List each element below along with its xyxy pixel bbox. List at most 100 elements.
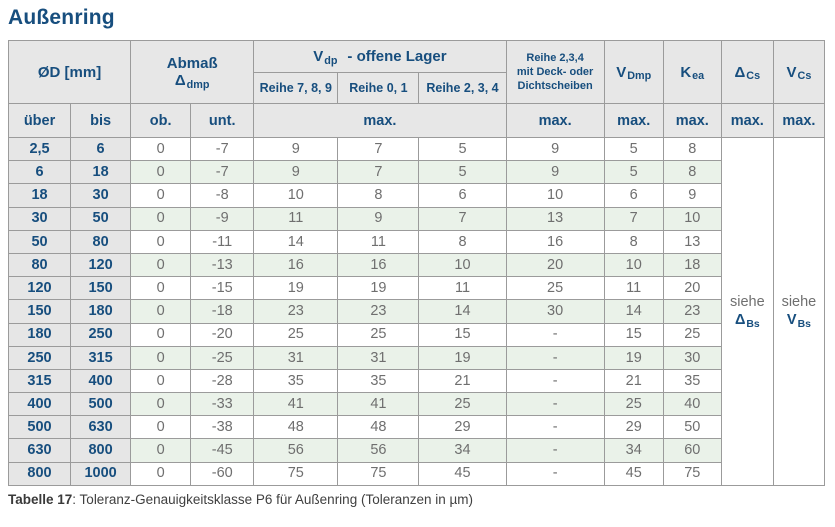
cell-ob: 0 (130, 368, 192, 394)
cell-reihe789: 14 (253, 229, 339, 254)
cell-ob: 0 (130, 160, 192, 185)
cell-reihe234: 6 (418, 183, 507, 208)
cell-vdmp: 6 (603, 183, 664, 208)
col-dcs-header: ΔCs (720, 40, 774, 104)
cell-reihe234: 11 (418, 276, 507, 301)
table-row: 2,5 6 0 -7 9 7 5 9 5 8 siehe ΔBs siehe VBs (7, 136, 826, 486)
cell-bis: 180 (70, 299, 132, 324)
cell-kea: 13 (662, 229, 722, 254)
cell-reihe789: 75 (253, 461, 339, 486)
cell-kea: 8 (662, 160, 722, 185)
cell-reihe789: 56 (253, 438, 339, 463)
table-row: 30 50 0 -9 11 9 7 13 7 10 (7, 206, 825, 231)
od-label: ØD [mm] (37, 63, 102, 81)
cell-reihe234: 21 (418, 368, 507, 394)
cell-unt: -7 (190, 160, 255, 185)
cell-reihe234: 7 (418, 206, 507, 231)
col-ob-label: ob. (130, 103, 192, 138)
cell-reihe01: 23 (337, 299, 420, 324)
cell-kea: 25 (662, 322, 722, 347)
cell-bis: 80 (70, 229, 132, 254)
cell-reihe234: 5 (418, 160, 507, 185)
cell-reihe01: 35 (337, 368, 420, 394)
table-row: 180 250 0 -20 25 25 15-15 25 (7, 322, 825, 347)
cell-reihe01: 75 (337, 461, 420, 486)
col-bis-label: bis (70, 103, 132, 138)
cell-ob: 0 (130, 392, 192, 417)
cell-kea: 75 (662, 461, 722, 486)
abmass-label: Abmaß (166, 55, 218, 72)
header-row-reihe: Reihe 7, 8, 9 Reihe 0, 1 Reihe 2, 3, 4 (9, 72, 825, 104)
cell-deck: - (505, 345, 605, 370)
cell-bis: 6 (70, 136, 132, 162)
table-row: 150 180 0 -18 23 23 14 30 14 23 (7, 299, 825, 324)
cell-ueber: 6 (7, 160, 72, 185)
cell-deck: 10 (505, 183, 605, 208)
cell-ob: 0 (130, 415, 192, 440)
col-vdmp-header: VDmp (603, 40, 664, 104)
cell-reihe789: 35 (253, 368, 339, 394)
col-deck-header: Reihe 2,3,4 mit Deck- oder Dichtscheiben (505, 40, 605, 104)
cell-deck: - (505, 438, 605, 463)
cell-kea: 20 (662, 276, 722, 301)
cell-unt: -28 (190, 368, 255, 394)
cell-reihe01: 9 (337, 206, 420, 231)
cell-vdmp: 34 (603, 438, 664, 463)
cell-ueber: 630 (7, 438, 72, 463)
cell-bis: 30 (70, 183, 132, 208)
cell-ueber: 2,5 (7, 136, 72, 162)
see-reference-dcs: siehe ΔBs (720, 137, 774, 486)
table-row: 800 1000 0 -60 75 75 45-45 75 (7, 461, 825, 486)
cell-reihe01: 19 (337, 276, 420, 301)
cell-reihe234: 29 (418, 415, 507, 440)
col-ueber-label: über (7, 103, 72, 138)
cell-deck: - (505, 322, 605, 347)
cell-bis: 18 (70, 160, 132, 185)
cell-vdmp: 5 (603, 160, 664, 185)
cell-ob: 0 (130, 299, 192, 324)
cell-unt: -11 (190, 229, 255, 254)
table-row: 80 120 0 -13 16 16 10 20 10 18 (7, 252, 825, 278)
cell-reihe01: 16 (337, 252, 420, 278)
cell-kea: 50 (662, 415, 722, 440)
cell-vdmp: 21 (603, 368, 664, 394)
cell-bis: 250 (70, 322, 132, 347)
cell-reihe789: 23 (253, 299, 339, 324)
cell-reihe789: 11 (253, 206, 339, 231)
cell-reihe01: 31 (337, 345, 420, 370)
cell-unt: -33 (190, 392, 255, 417)
col-deck-max-label: max. (505, 103, 605, 138)
cell-reihe234: 14 (418, 299, 507, 324)
cell-vdmp: 25 (603, 392, 664, 417)
cell-reihe234: 10 (418, 252, 507, 278)
cell-ueber: 30 (7, 206, 72, 231)
cell-reihe234: 34 (418, 438, 507, 463)
col-reihe234-header: Reihe 2, 3, 4 (418, 72, 507, 104)
cell-vdmp: 15 (603, 322, 664, 347)
cell-ueber: 315 (7, 368, 72, 394)
cell-ob: 0 (130, 252, 192, 278)
cell-unt: -60 (190, 461, 255, 486)
table-caption: Tabelle 17: Toleranz-Genauigkeitsklasse … (8, 492, 473, 507)
cell-kea: 10 (662, 206, 722, 231)
cell-reihe789: 9 (253, 160, 339, 185)
cell-deck: - (505, 392, 605, 417)
cell-reihe789: 41 (253, 392, 339, 417)
cell-unt: -25 (190, 345, 255, 370)
cell-ob: 0 (130, 438, 192, 463)
page-title: Außenring (8, 6, 115, 29)
col-reihe01-header: Reihe 0, 1 (337, 72, 420, 104)
cell-unt: -8 (190, 183, 255, 208)
cell-ueber: 50 (7, 229, 72, 254)
cell-ueber: 120 (7, 276, 72, 301)
col-unt-label: unt. (190, 103, 255, 138)
table-row: 18 30 0 -8 10 8 6 10 6 9 (7, 183, 825, 208)
table-header: ØD [mm] Abmaß Δdmp Vdp - offene Lager Rei… (7, 40, 826, 138)
table-row: 250 315 0 -25 31 31 19-19 30 (7, 345, 825, 370)
cell-deck: 25 (505, 276, 605, 301)
cell-ob: 0 (130, 345, 192, 370)
cell-reihe01: 7 (337, 160, 420, 185)
cell-reihe234: 25 (418, 392, 507, 417)
cell-kea: 8 (662, 136, 722, 162)
